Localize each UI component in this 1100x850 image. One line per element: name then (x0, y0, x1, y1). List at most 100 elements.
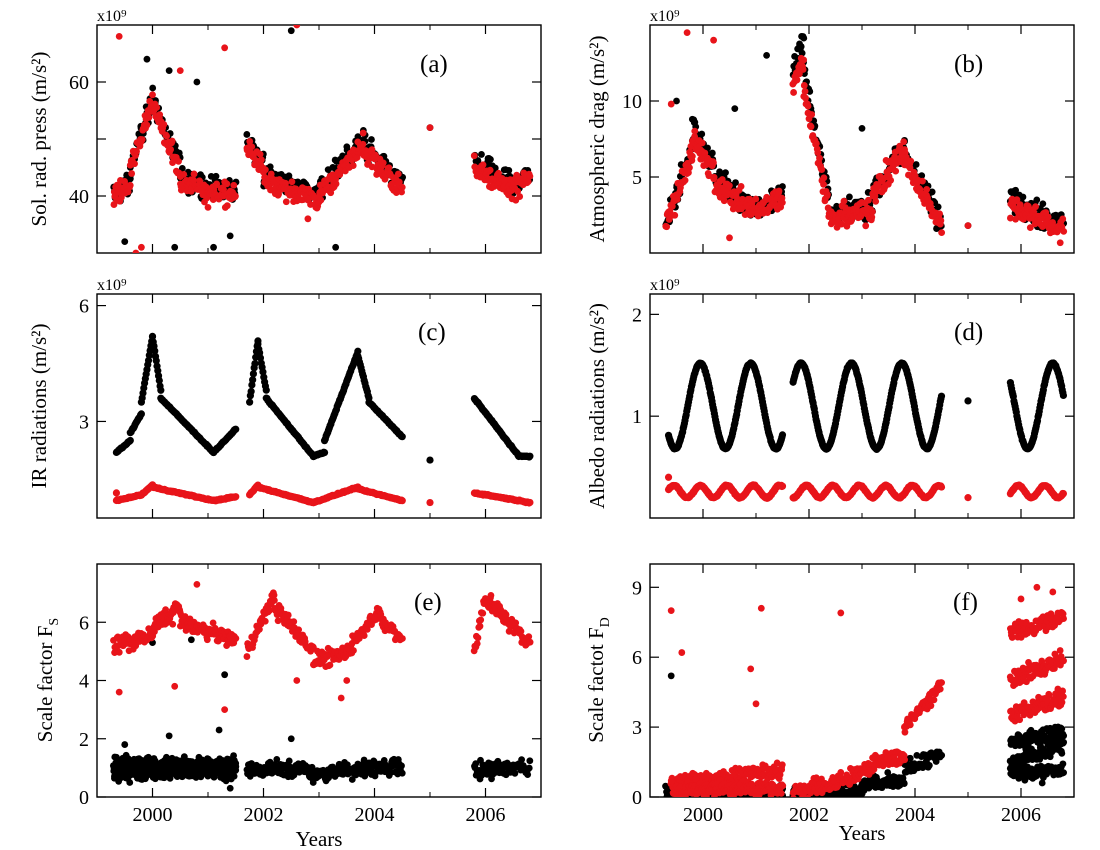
data-point (131, 160, 138, 168)
data-point (243, 131, 251, 138)
data-point (495, 169, 502, 177)
panel-b-ticks: 510 (622, 25, 1075, 253)
data-point (160, 121, 168, 128)
data-point (752, 195, 760, 203)
data-point (919, 177, 926, 185)
data-point (215, 726, 223, 734)
data-point (1032, 203, 1039, 211)
data-point (664, 473, 673, 481)
data-point (213, 180, 221, 188)
data-point (737, 182, 745, 190)
data-point (1039, 200, 1047, 208)
data-point (133, 148, 140, 155)
y-tick-label: 40 (69, 186, 89, 208)
data-point (156, 111, 164, 119)
data-point (426, 456, 434, 464)
data-point (232, 425, 240, 433)
data-point (937, 217, 945, 225)
data-point (526, 172, 534, 180)
data-point (526, 498, 534, 507)
data-point (223, 202, 231, 210)
y-tick-label: 4 (79, 671, 89, 693)
data-point (470, 152, 478, 160)
data-point (317, 196, 325, 204)
y-tick-label: 6 (79, 612, 89, 634)
data-point (934, 203, 942, 211)
y-tick-label: 2 (79, 729, 89, 751)
data-point (126, 181, 134, 189)
data-point (710, 36, 717, 44)
data-point (1059, 215, 1067, 223)
panel-b: x10⁹ (b) Atmospheric drag (m/s²) 510 (585, 8, 1075, 254)
data-point (285, 757, 293, 765)
data-point (918, 172, 926, 180)
data-point (159, 767, 167, 775)
panel-c: x10⁹ (c) IR radiations (m/s²) 36 (27, 277, 542, 519)
data-point (262, 166, 269, 174)
data-point (1033, 196, 1041, 204)
data-point (359, 140, 367, 148)
data-point (487, 155, 494, 163)
data-point (143, 121, 151, 129)
data-point (226, 784, 234, 792)
data-point (143, 55, 151, 63)
data-point (149, 84, 157, 92)
data-point (360, 756, 368, 764)
data-point (257, 156, 265, 164)
data-point (790, 89, 797, 96)
data-point (816, 154, 823, 162)
panel-d-label: (d) (954, 319, 983, 346)
data-point (726, 234, 733, 242)
data-point (673, 97, 680, 105)
data-point (246, 138, 254, 145)
data-point (368, 136, 375, 143)
data-point (230, 181, 238, 189)
data-point (865, 196, 872, 204)
data-point (486, 166, 494, 174)
data-point (308, 763, 316, 771)
data-point (151, 347, 159, 355)
data-point (806, 88, 814, 95)
data-point (231, 767, 239, 775)
data-point (820, 174, 828, 182)
data-point (137, 410, 145, 418)
data-point (938, 229, 946, 237)
panel-a-ylabel: Sol. rad. press (m/s²) (27, 52, 51, 227)
data-point (112, 489, 121, 497)
panel-a-points (110, 25, 534, 253)
data-point (398, 762, 405, 770)
data-point (359, 129, 367, 137)
data-point (155, 376, 163, 385)
data-point (900, 138, 908, 146)
data-point (256, 150, 264, 158)
data-point (686, 164, 693, 172)
data-point (797, 43, 805, 50)
data-point (479, 161, 487, 169)
data-point (964, 397, 972, 405)
data-point (804, 102, 812, 110)
data-point (526, 452, 534, 460)
data-point (524, 771, 532, 778)
data-point (193, 78, 201, 86)
data-point (710, 159, 717, 167)
data-point (171, 243, 179, 251)
data-point (282, 198, 290, 206)
data-point (170, 767, 178, 775)
data-point (1012, 186, 1020, 194)
data-point (824, 191, 831, 199)
data-point (304, 215, 312, 223)
panel-e-ylabel: Scale factor FS (33, 618, 62, 742)
panel-e: (e) Scale factor FS 2000 2002 2004 20060246… (33, 563, 542, 850)
data-point (394, 170, 402, 178)
data-point (115, 648, 123, 656)
data-point (398, 183, 406, 191)
panel-c-multiplier: x10⁹ (97, 277, 127, 294)
y-tick-label: 3 (79, 411, 89, 433)
data-point (698, 130, 706, 138)
panel-c-label: (c) (418, 319, 446, 346)
data-point (128, 170, 136, 177)
data-point (1026, 224, 1034, 232)
data-point (511, 769, 519, 777)
